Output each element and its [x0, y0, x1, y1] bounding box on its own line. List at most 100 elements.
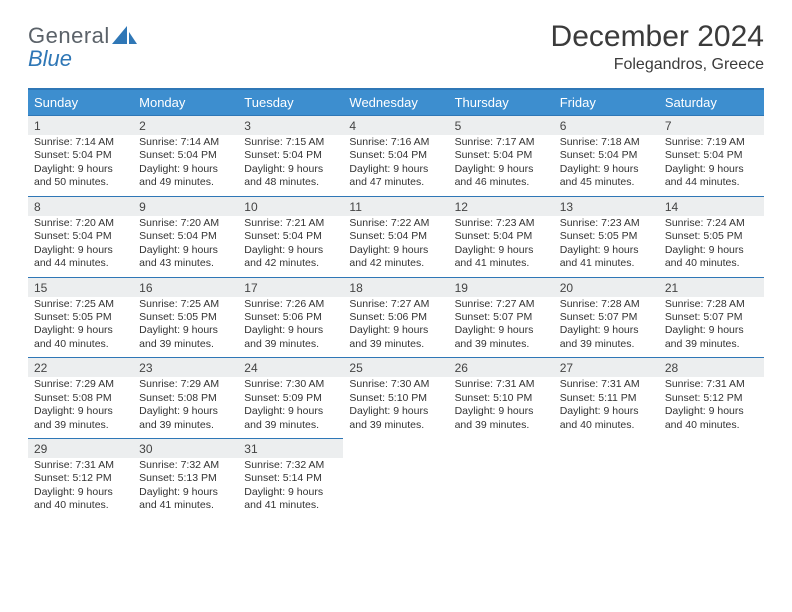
day-details: Sunrise: 7:32 AMSunset: 5:14 PMDaylight:… [238, 458, 343, 519]
calendar-day-cell: 26Sunrise: 7:31 AMSunset: 5:10 PMDayligh… [449, 357, 554, 438]
day-details: Sunrise: 7:25 AMSunset: 5:05 PMDaylight:… [28, 297, 133, 358]
day-number: 27 [554, 357, 659, 377]
day-details: Sunrise: 7:23 AMSunset: 5:05 PMDaylight:… [554, 216, 659, 277]
day-number: 14 [659, 196, 764, 216]
day-details: Sunrise: 7:20 AMSunset: 5:04 PMDaylight:… [28, 216, 133, 277]
calendar-day-cell: 3Sunrise: 7:15 AMSunset: 5:04 PMDaylight… [238, 115, 343, 196]
calendar-day-cell: .. [554, 438, 659, 519]
day-number: 11 [343, 196, 448, 216]
weekday-header-cell: Wednesday [343, 90, 448, 115]
calendar-day-cell: 9Sunrise: 7:20 AMSunset: 5:04 PMDaylight… [133, 196, 238, 277]
day-number: 6 [554, 115, 659, 135]
day-number: 9 [133, 196, 238, 216]
calendar-day-cell: 18Sunrise: 7:27 AMSunset: 5:06 PMDayligh… [343, 277, 448, 358]
day-number: 3 [238, 115, 343, 135]
calendar-day-cell: 31Sunrise: 7:32 AMSunset: 5:14 PMDayligh… [238, 438, 343, 519]
day-details: Sunrise: 7:32 AMSunset: 5:13 PMDaylight:… [133, 458, 238, 519]
day-number: 16 [133, 277, 238, 297]
day-details: Sunrise: 7:29 AMSunset: 5:08 PMDaylight:… [133, 377, 238, 438]
calendar-table: SundayMondayTuesdayWednesdayThursdayFrid… [28, 90, 764, 519]
day-details: Sunrise: 7:14 AMSunset: 5:04 PMDaylight:… [133, 135, 238, 196]
day-number: 4 [343, 115, 448, 135]
calendar-day-cell: 7Sunrise: 7:19 AMSunset: 5:04 PMDaylight… [659, 115, 764, 196]
calendar-day-cell: .. [343, 438, 448, 519]
calendar-day-cell: 28Sunrise: 7:31 AMSunset: 5:12 PMDayligh… [659, 357, 764, 438]
day-number: 5 [449, 115, 554, 135]
day-number: 26 [449, 357, 554, 377]
calendar-week-row: 29Sunrise: 7:31 AMSunset: 5:12 PMDayligh… [28, 438, 764, 519]
calendar-day-cell: 12Sunrise: 7:23 AMSunset: 5:04 PMDayligh… [449, 196, 554, 277]
month-title: December 2024 [551, 20, 764, 54]
calendar-week-row: 8Sunrise: 7:20 AMSunset: 5:04 PMDaylight… [28, 196, 764, 277]
calendar-day-cell: 14Sunrise: 7:24 AMSunset: 5:05 PMDayligh… [659, 196, 764, 277]
calendar-day-cell: 19Sunrise: 7:27 AMSunset: 5:07 PMDayligh… [449, 277, 554, 358]
day-details: Sunrise: 7:20 AMSunset: 5:04 PMDaylight:… [133, 216, 238, 277]
calendar-day-cell: 8Sunrise: 7:20 AMSunset: 5:04 PMDaylight… [28, 196, 133, 277]
calendar-day-cell: 20Sunrise: 7:28 AMSunset: 5:07 PMDayligh… [554, 277, 659, 358]
day-number: 7 [659, 115, 764, 135]
calendar-week-row: 1Sunrise: 7:14 AMSunset: 5:04 PMDaylight… [28, 115, 764, 196]
calendar-day-cell: 24Sunrise: 7:30 AMSunset: 5:09 PMDayligh… [238, 357, 343, 438]
weekday-header-cell: Tuesday [238, 90, 343, 115]
calendar-day-cell: 22Sunrise: 7:29 AMSunset: 5:08 PMDayligh… [28, 357, 133, 438]
calendar-day-cell: 2Sunrise: 7:14 AMSunset: 5:04 PMDaylight… [133, 115, 238, 196]
day-details: Sunrise: 7:31 AMSunset: 5:11 PMDaylight:… [554, 377, 659, 438]
day-details: Sunrise: 7:21 AMSunset: 5:04 PMDaylight:… [238, 216, 343, 277]
weekday-header-cell: Saturday [659, 90, 764, 115]
day-number: 22 [28, 357, 133, 377]
day-number: 30 [133, 438, 238, 458]
weekday-header-cell: Friday [554, 90, 659, 115]
day-number: 13 [554, 196, 659, 216]
header: General Blue December 2024 Folegandros, … [28, 20, 764, 74]
calendar-day-cell: 4Sunrise: 7:16 AMSunset: 5:04 PMDaylight… [343, 115, 448, 196]
day-number: 17 [238, 277, 343, 297]
day-number: 31 [238, 438, 343, 458]
day-details: Sunrise: 7:17 AMSunset: 5:04 PMDaylight:… [449, 135, 554, 196]
day-details: Sunrise: 7:18 AMSunset: 5:04 PMDaylight:… [554, 135, 659, 196]
calendar-day-cell: 30Sunrise: 7:32 AMSunset: 5:13 PMDayligh… [133, 438, 238, 519]
weekday-header-cell: Thursday [449, 90, 554, 115]
day-details: Sunrise: 7:29 AMSunset: 5:08 PMDaylight:… [28, 377, 133, 438]
day-details: Sunrise: 7:31 AMSunset: 5:10 PMDaylight:… [449, 377, 554, 438]
calendar-week-row: 22Sunrise: 7:29 AMSunset: 5:08 PMDayligh… [28, 357, 764, 438]
calendar-day-cell: 21Sunrise: 7:28 AMSunset: 5:07 PMDayligh… [659, 277, 764, 358]
day-number: 8 [28, 196, 133, 216]
brand-line1: General [28, 24, 110, 47]
brand-logo: General Blue [28, 24, 138, 70]
day-details: Sunrise: 7:23 AMSunset: 5:04 PMDaylight:… [449, 216, 554, 277]
title-block: December 2024 Folegandros, Greece [551, 20, 764, 74]
calendar-day-cell: .. [449, 438, 554, 519]
calendar-body: 1Sunrise: 7:14 AMSunset: 5:04 PMDaylight… [28, 115, 764, 519]
day-number: 20 [554, 277, 659, 297]
calendar-day-cell: 23Sunrise: 7:29 AMSunset: 5:08 PMDayligh… [133, 357, 238, 438]
day-number: 25 [343, 357, 448, 377]
calendar-day-cell: 10Sunrise: 7:21 AMSunset: 5:04 PMDayligh… [238, 196, 343, 277]
brand-blue-word: Blue [28, 46, 72, 71]
day-number: 24 [238, 357, 343, 377]
calendar-day-cell: .. [659, 438, 764, 519]
day-details: Sunrise: 7:15 AMSunset: 5:04 PMDaylight:… [238, 135, 343, 196]
calendar-day-cell: 27Sunrise: 7:31 AMSunset: 5:11 PMDayligh… [554, 357, 659, 438]
day-details: Sunrise: 7:22 AMSunset: 5:04 PMDaylight:… [343, 216, 448, 277]
day-details: Sunrise: 7:26 AMSunset: 5:06 PMDaylight:… [238, 297, 343, 358]
location-subtitle: Folegandros, Greece [551, 56, 764, 74]
day-details: Sunrise: 7:28 AMSunset: 5:07 PMDaylight:… [659, 297, 764, 358]
day-number: 21 [659, 277, 764, 297]
weekday-header-cell: Sunday [28, 90, 133, 115]
calendar-day-cell: 5Sunrise: 7:17 AMSunset: 5:04 PMDaylight… [449, 115, 554, 196]
day-number: 19 [449, 277, 554, 297]
calendar-weekday-header: SundayMondayTuesdayWednesdayThursdayFrid… [28, 90, 764, 115]
day-details: Sunrise: 7:27 AMSunset: 5:06 PMDaylight:… [343, 297, 448, 358]
calendar-day-cell: 17Sunrise: 7:26 AMSunset: 5:06 PMDayligh… [238, 277, 343, 358]
day-number: 28 [659, 357, 764, 377]
day-details: Sunrise: 7:14 AMSunset: 5:04 PMDaylight:… [28, 135, 133, 196]
day-number: 29 [28, 438, 133, 458]
day-details: Sunrise: 7:31 AMSunset: 5:12 PMDaylight:… [28, 458, 133, 519]
calendar-day-cell: 6Sunrise: 7:18 AMSunset: 5:04 PMDaylight… [554, 115, 659, 196]
calendar-day-cell: 15Sunrise: 7:25 AMSunset: 5:05 PMDayligh… [28, 277, 133, 358]
day-number: 2 [133, 115, 238, 135]
calendar-day-cell: 13Sunrise: 7:23 AMSunset: 5:05 PMDayligh… [554, 196, 659, 277]
calendar-day-cell: 16Sunrise: 7:25 AMSunset: 5:05 PMDayligh… [133, 277, 238, 358]
calendar-day-cell: 25Sunrise: 7:30 AMSunset: 5:10 PMDayligh… [343, 357, 448, 438]
day-details: Sunrise: 7:24 AMSunset: 5:05 PMDaylight:… [659, 216, 764, 277]
